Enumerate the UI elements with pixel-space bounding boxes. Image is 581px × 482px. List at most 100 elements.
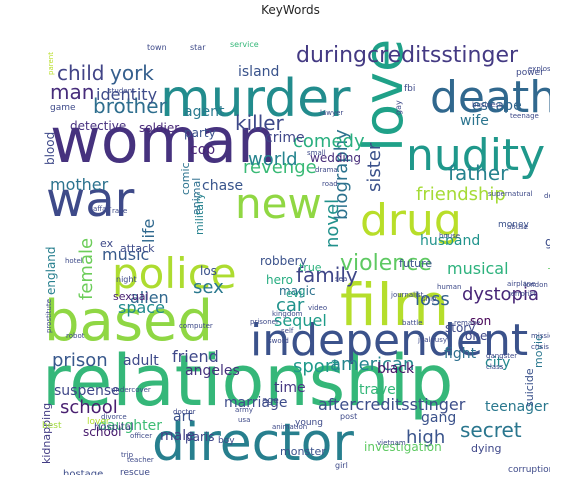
word-money: money [498,220,530,230]
word-prison: prison [52,350,108,371]
word-police: police [112,249,237,298]
word-affair: affair [93,205,111,213]
word-love: love [352,39,415,152]
word-party: party [184,126,216,140]
word-male: male [160,428,195,444]
word-remake: remake [454,319,480,327]
word-lawyer: lawyer [320,109,343,117]
word-military: military [193,193,206,235]
word-car: car [276,295,305,316]
word-airplane: airplane [507,280,536,288]
word-suicide: suicide [523,368,536,407]
word-officer: officer [130,432,152,440]
word-drug: drug [360,195,462,246]
word-music: music [102,245,149,264]
word-husband: husband [420,233,480,249]
word-art: art [173,409,193,425]
word-teacher: teacher [127,456,154,464]
word-island: island [238,64,279,80]
word-post: post [340,412,357,421]
word-mission: mission [531,332,550,340]
word-aftercreditsstinger: aftercreditsstinger [318,395,466,414]
word-hospital: hospital [94,422,134,433]
word-musical: musical [447,259,509,278]
word-angeles: angeles [185,363,240,379]
word-family: family [296,263,358,287]
word-daughter: daughter [98,418,162,434]
word-child: child [57,61,104,85]
word-journalist: journalist [390,291,424,299]
word-new: new [235,179,322,228]
word-son: son [470,314,491,328]
word-duringcreditsstinger: duringcreditsstinger [296,43,519,68]
word-self: self [281,327,294,335]
word-rescue: rescue [120,468,150,475]
word-gun: gun [545,235,550,249]
word-gangster: gangster [486,352,517,360]
word-prisoner: prisoner [250,318,279,326]
word-business: business [472,101,503,109]
word-agent: agent [184,104,225,120]
word-one: one [465,329,487,343]
word-father: father [448,161,509,185]
word-space: space [118,298,165,317]
word-gay: gay [394,100,403,115]
word-supernatural: supernatural [488,190,533,198]
word-gang: gang [421,410,456,426]
word-loss: loss [415,289,450,310]
word-director: director [152,413,354,473]
word-kingdom: kingdom [272,310,303,318]
word-sea: sea [335,275,347,283]
word-town: town [147,43,167,52]
word-dystopia: dystopia [462,284,539,305]
word-paris: paris [185,430,215,444]
word-movie: movie [532,334,545,368]
word-death: death [430,72,550,123]
word-soldier: soldier [139,121,179,135]
word-parent: parent [47,52,55,75]
word-young: young [295,418,323,428]
word-best: best [42,421,62,431]
word-race: race [112,207,127,215]
word-girl: girl [335,461,348,470]
word-chase: chase [202,178,243,194]
word-story: story [445,321,475,335]
word-explosion: explosion [528,65,550,73]
word-high: high [406,427,445,448]
word-vietnam: vietnam [377,439,406,447]
word-battle: battle [402,319,422,327]
word-robbery: robbery [260,254,307,268]
word-game: game [50,103,76,113]
word-attack: attack [120,242,155,255]
word-road: road [322,180,338,188]
word-murder: murder [160,69,351,129]
word-black: black [377,361,415,377]
word-corruption: corruption [508,465,550,475]
word-suspense: suspense [54,383,120,399]
word-fight: fight [444,346,477,362]
word-los: los [200,264,217,278]
word-terrorist: terrorist [508,290,536,298]
word-city: city [485,355,510,371]
word-killer: killer [235,111,285,135]
word-london: london [524,281,548,289]
word-wife: wife [460,113,489,129]
word-secret: secret [460,418,522,442]
word-jealousy: jealousy [417,336,447,344]
word-escape: escape [472,98,522,114]
word-animation: animation [272,423,307,431]
word-cloud: relationship woman based film murder director… [40,39,550,475]
word-doctor: doctor [173,408,196,416]
word-adult: adult [123,353,159,369]
word-dealer: dealer [544,192,550,200]
word-monster: monster [280,445,326,458]
word-friendship: friendship [416,184,506,205]
word-life: life [139,219,158,243]
word-blood: blood [43,132,57,165]
word-sex: sex [193,277,224,298]
word-sister: sister [364,142,385,192]
word-age: age [262,396,279,406]
word-boy: boy [218,436,235,446]
word-small: small [307,149,326,157]
word-world: world [248,149,298,170]
